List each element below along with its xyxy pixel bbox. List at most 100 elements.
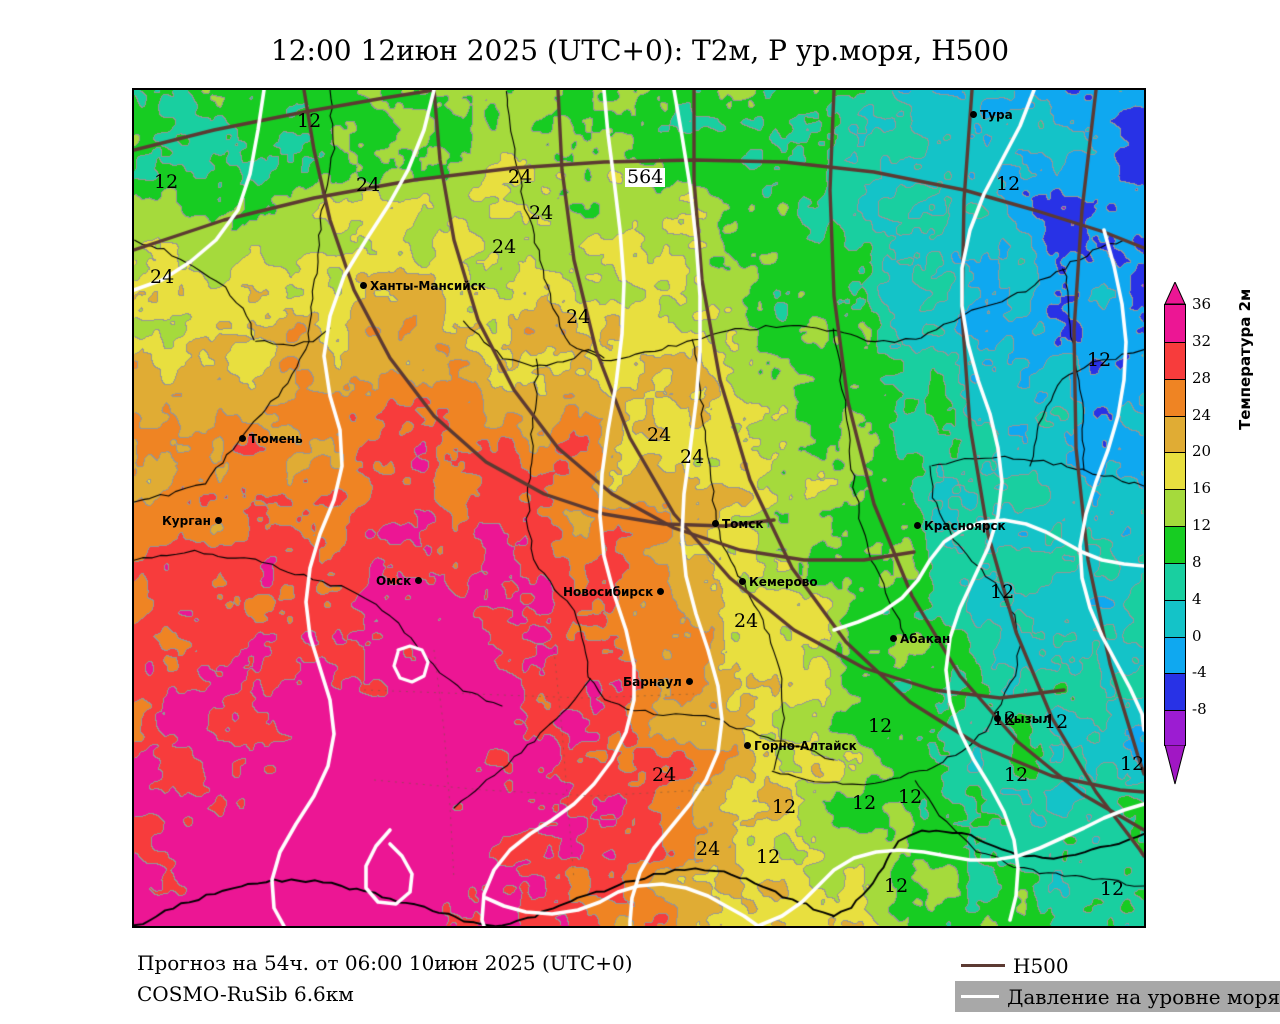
colorbar-band-separator	[1165, 489, 1185, 490]
city-marker-курган[interactable]: Курган	[162, 514, 222, 528]
city-marker-ханты-мансийск[interactable]: Ханты-Мансийск	[360, 279, 486, 293]
colorbar-band	[1165, 673, 1185, 712]
colorbar-tick-label: 36	[1192, 295, 1212, 313]
city-label: Новосибирск	[563, 585, 654, 599]
colorbar[interactable]	[1164, 282, 1188, 785]
forecast-lead-line: Прогноз на 54ч. от 06:00 10июн 2025 (UTC…	[137, 951, 633, 975]
colorbar-band-separator	[1165, 563, 1185, 564]
city-marker-красноярск[interactable]: Красноярск	[914, 520, 1006, 532]
colorbar-band-separator	[1165, 342, 1185, 343]
colorbar-band-separator	[1165, 452, 1185, 453]
city-marker-горно-алтайск[interactable]: Горно-Алтайск	[744, 740, 857, 752]
city-dot-icon	[685, 678, 693, 685]
colorbar-tick-label: 24	[1192, 405, 1212, 424]
colorbar-band-separator	[1165, 710, 1185, 711]
legend-label-pressure: Давление на уровне моря	[1007, 984, 1280, 1009]
city-dot-icon	[970, 111, 977, 118]
colorbar-band-separator	[1165, 600, 1185, 601]
pressure-contour-label: 12	[898, 786, 923, 808]
pressure-contour-label: 12	[154, 171, 179, 193]
pressure-contour-label: 12	[992, 708, 1017, 730]
colorbar-band-separator	[1165, 379, 1185, 380]
city-label: Курган	[162, 514, 211, 528]
city-label: Ханты-Мансийск	[370, 279, 486, 293]
pressure-contour-label: 12	[1087, 349, 1112, 371]
legend-row-h500: H500	[955, 950, 1280, 981]
pressure-contour-label: 12	[1044, 711, 1069, 733]
colorbar-tick-label: -8	[1192, 700, 1207, 719]
city-label: Томск	[722, 517, 764, 531]
colorbar-tick-label: 4	[1192, 589, 1202, 608]
city-dot-icon	[360, 282, 367, 289]
colorbar-band	[1165, 489, 1185, 528]
pressure-contour-label: 24	[492, 236, 517, 258]
colorbar-band	[1165, 415, 1185, 454]
h500-contour-label: 564	[625, 166, 666, 188]
legend-label-h500: H500	[1013, 953, 1069, 978]
pressure-contour-label: 12	[297, 110, 322, 132]
colorbar-band-separator	[1165, 637, 1185, 638]
colorbar-tick-label: 28	[1192, 368, 1212, 387]
colorbar-tick-label: 20	[1192, 442, 1212, 461]
pressure-contour-label: 24	[529, 202, 554, 224]
pressure-contour-label: 12	[868, 715, 893, 737]
map-panel[interactable]: Тура Ханты-Мансийск Тюмень Курган Томск Красн…	[132, 88, 1146, 928]
city-marker-томск[interactable]: Томск	[712, 517, 764, 531]
city-label: Кызыл	[1004, 712, 1052, 726]
city-marker-абакан[interactable]: Абакан	[890, 633, 950, 645]
model-name-line: COSMO-RuSib 6.6км	[137, 982, 354, 1006]
pressure-contour-label: 24	[508, 166, 533, 188]
city-label: Барнаул	[623, 675, 682, 689]
city-marker-кызыл[interactable]: Кызыл	[994, 712, 1052, 726]
colorbar-band-separator	[1165, 673, 1185, 674]
h500-line-swatch	[961, 964, 1005, 967]
city-dot-icon	[415, 577, 423, 584]
colorbar-bands	[1164, 304, 1186, 749]
city-dot-icon	[239, 435, 246, 442]
pressure-contour-label: 24	[647, 424, 672, 446]
colorbar-band	[1165, 562, 1185, 601]
city-dot-icon	[657, 588, 665, 595]
pressure-contour-label: 12	[1004, 764, 1029, 786]
overlay-legend: H500 Давление на уровне моря	[955, 950, 1280, 1012]
colorbar-band	[1165, 341, 1185, 380]
colorbar-band-separator	[1165, 526, 1185, 527]
colorbar-band	[1165, 378, 1185, 417]
page-title: 12:00 12июн 2025 (UTC+0): T2м, Р ур.моря…	[270, 34, 1010, 67]
pressure-contour-label: 12	[1100, 878, 1125, 900]
pressure-contour-label: 24	[680, 446, 705, 468]
city-dot-icon	[914, 522, 921, 529]
city-label: Омск	[376, 574, 412, 588]
city-marker-кемерово[interactable]: Кемерово	[739, 575, 818, 589]
colorbar-under-arrow	[1164, 745, 1186, 785]
colorbar-band	[1165, 636, 1185, 675]
city-marker-новосибирск[interactable]: Новосибирск	[563, 585, 665, 599]
colorbar-tick-label: 8	[1192, 552, 1202, 571]
pressure-contour-label: 24	[566, 306, 591, 328]
pressure-contour-label: 12	[772, 796, 797, 818]
pressure-contour-label: 24	[356, 174, 381, 196]
city-dot-icon	[994, 715, 1001, 722]
city-dot-icon	[744, 742, 751, 749]
colorbar-band	[1165, 526, 1185, 564]
pressure-contour-label: 12	[852, 792, 877, 814]
colorbar-tick-label: 32	[1192, 331, 1212, 350]
pressure-contour-label: 12	[1120, 753, 1145, 775]
colorbar-tick-label: 12	[1192, 516, 1212, 534]
colorbar-axis-title: Температура 2м	[1236, 288, 1254, 430]
pressure-contour-label: 24	[652, 764, 677, 786]
forecast-info: Прогноз на 54ч. от 06:00 10июн 2025 (UTC…	[137, 948, 633, 1010]
city-marker-тюмень[interactable]: Тюмень	[239, 433, 303, 445]
pressure-contour-label: 12	[756, 846, 781, 868]
city-marker-тура[interactable]: Тура	[970, 109, 1013, 121]
city-marker-омск[interactable]: Омск	[376, 574, 423, 588]
pressure-contour-label: 12	[990, 581, 1015, 603]
colorbar-band-separator	[1165, 416, 1185, 417]
colorbar-tick-label: 0	[1192, 626, 1202, 645]
colorbar-band	[1165, 710, 1185, 749]
city-marker-барнаул[interactable]: Барнаул	[623, 675, 693, 689]
city-label: Кемерово	[749, 575, 818, 589]
pressure-contour-label: 12	[884, 875, 909, 897]
colorbar-band	[1165, 599, 1185, 638]
